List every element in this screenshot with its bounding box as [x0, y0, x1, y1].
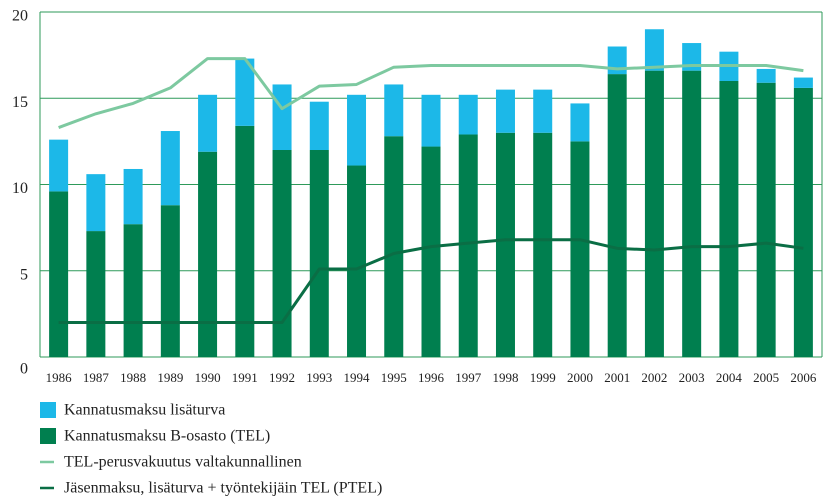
x-tick-label: 2005	[753, 370, 779, 385]
bar	[86, 174, 106, 232]
bar	[235, 58, 255, 126]
y-tick-label: 10	[12, 180, 28, 197]
x-tick-label: 1986	[46, 370, 73, 385]
legend-label: Kannatusmaksu B-osasto (TEL)	[64, 428, 270, 445]
x-tick-label: 1989	[157, 370, 183, 385]
x-tick-label: 2000	[567, 370, 593, 385]
bar	[49, 139, 69, 192]
bar	[86, 231, 106, 357]
bar	[570, 103, 590, 142]
x-tick-label: 1993	[306, 370, 332, 385]
legend-swatch	[40, 428, 56, 444]
legend-swatch	[40, 402, 56, 418]
legend-label: Jäsenmaksu, lisäturva + työntekijäin TEL…	[64, 480, 382, 497]
bar	[533, 132, 553, 357]
legend-label: TEL-perusvakuutus valtakunnallinen	[64, 454, 302, 471]
bar	[123, 224, 143, 357]
bar	[644, 29, 664, 71]
x-tick-label: 1997	[455, 370, 482, 385]
x-tick-label: 1996	[418, 370, 445, 385]
x-tick-label: 2001	[604, 370, 630, 385]
x-tick-label: 1995	[381, 370, 407, 385]
x-tick-label: 1987	[83, 370, 110, 385]
line	[58, 238, 804, 324]
bar	[421, 94, 441, 147]
bar	[160, 131, 180, 206]
bar	[160, 205, 180, 357]
bar	[495, 132, 515, 357]
bar	[347, 165, 367, 357]
x-tick-label: 2003	[679, 370, 705, 385]
x-tick-label: 1988	[120, 370, 146, 385]
bar	[309, 150, 329, 357]
bar	[272, 150, 292, 357]
x-tick-label: 2006	[790, 370, 817, 385]
bar	[756, 68, 776, 83]
bar	[49, 191, 69, 357]
bar	[272, 84, 292, 150]
bar	[793, 87, 813, 358]
x-tick-label: 1999	[530, 370, 556, 385]
bar	[533, 89, 553, 133]
bar	[198, 94, 218, 152]
bar	[458, 94, 478, 135]
bar	[570, 141, 590, 357]
bar	[756, 82, 776, 357]
bar	[235, 125, 255, 357]
y-tick-label: 20	[12, 8, 28, 25]
bar	[198, 151, 218, 357]
bar	[682, 43, 702, 71]
x-tick-label: 1992	[269, 370, 295, 385]
bar	[347, 94, 367, 166]
y-tick-label: 15	[12, 94, 28, 111]
x-tick-label: 1994	[344, 370, 371, 385]
bar	[123, 168, 143, 225]
bar	[495, 89, 515, 133]
x-tick-label: 2004	[716, 370, 743, 385]
bar	[719, 81, 739, 357]
y-tick-label: 5	[20, 266, 28, 283]
x-tick-label: 1991	[232, 370, 258, 385]
y-tick-label: 0	[20, 361, 28, 378]
legend-label: Kannatusmaksu lisäturva	[64, 402, 225, 419]
bar	[458, 134, 478, 357]
x-tick-label: 2002	[641, 370, 667, 385]
bar	[644, 70, 664, 358]
x-tick-label: 1990	[195, 370, 221, 385]
bar	[793, 77, 813, 88]
bar	[309, 101, 329, 150]
bar	[421, 146, 441, 357]
bar	[682, 70, 702, 358]
bar	[607, 74, 627, 357]
bar	[384, 84, 404, 137]
bar	[384, 136, 404, 357]
x-tick-label: 1998	[492, 370, 518, 385]
line	[58, 57, 804, 129]
